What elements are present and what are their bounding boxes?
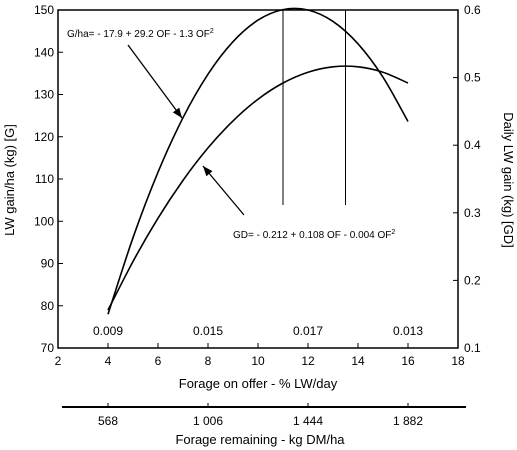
y-tick-label: 80: [41, 299, 55, 313]
x-tick-label: 18: [451, 354, 465, 368]
optimum-lines: [282, 10, 346, 205]
y2-tick-label: 0.2: [464, 273, 481, 287]
equation-arrows: [127, 44, 245, 216]
equation-g-exponent: 2: [210, 28, 214, 35]
x-tick-label: 2: [55, 354, 62, 368]
left-y-axis-title: LW gain/ha (kg) [G]: [2, 124, 17, 236]
secondary-x-axis-title: Forage remaining - kg DM/ha: [175, 432, 345, 447]
y-tick-label: 70: [41, 341, 55, 355]
secondary-tick-label: 1 444: [293, 414, 323, 428]
series-gd-line: [107, 65, 409, 311]
x-tick-label: 8: [205, 354, 212, 368]
y-tick-label: 110: [35, 172, 54, 186]
equation-g-main: G/ha= - 17.9 + 29.2 OF - 1.3 OF: [67, 29, 210, 40]
equation-gd: GD= - 0.212 + 0.108 OF - 0.004 OF2: [233, 229, 395, 241]
equation-gd-arrow: [202, 165, 245, 216]
plot-area-border: [57, 9, 459, 349]
series-g-line: [107, 7, 409, 315]
x-axis-ticks: 2 4 6 8 10 12 14 16 18: [55, 343, 465, 368]
x-tick-label: 14: [351, 354, 365, 368]
efficiency-annotation: 0.015: [193, 324, 223, 338]
left-y-axis-ticks: 70 80 90 100 110 120 130 140 150: [34, 3, 63, 355]
x-axis-title: Forage on offer - % LW/day: [179, 376, 338, 391]
y-tick-label: 120: [34, 130, 54, 144]
efficiency-annotation: 0.009: [93, 324, 123, 338]
secondary-tick-label: 1 882: [393, 414, 423, 428]
bottom-annotations: 0.009 0.015 0.017 0.013: [93, 324, 423, 338]
equation-gd-arrow-head: [203, 166, 213, 177]
efficiency-annotation: 0.017: [293, 324, 323, 338]
equation-gd-main: GD= - 0.212 + 0.108 OF - 0.004 OF: [233, 230, 391, 241]
y-tick-label: 90: [41, 257, 55, 271]
plot-frame: [57, 9, 459, 349]
x-tick-label: 6: [155, 354, 162, 368]
y-tick-label: 150: [34, 3, 54, 17]
efficiency-annotation: 0.013: [393, 324, 423, 338]
equation-g: G/ha= - 17.9 + 29.2 OF - 1.3 OF2: [67, 28, 214, 40]
y2-tick-label: 0.5: [464, 71, 481, 85]
x-tick-label: 4: [105, 354, 112, 368]
x-tick-label: 12: [301, 354, 315, 368]
equation-g-arrow: [127, 44, 183, 119]
x-tick-label: 10: [251, 354, 265, 368]
equation-g-arrow-head: [172, 107, 182, 118]
y-tick-label: 100: [34, 214, 54, 228]
y2-tick-label: 0.4: [464, 138, 481, 152]
right-y-axis-ticks: 0.1 0.2 0.3 0.4 0.5 0.6: [453, 3, 481, 355]
y2-tick-label: 0.3: [464, 206, 481, 220]
y2-tick-label: 0.1: [464, 341, 481, 355]
equation-gd-exponent: 2: [391, 229, 395, 236]
right-y-axis-title: Daily LW gain (kg) [GD]: [501, 112, 516, 248]
y-tick-label: 130: [34, 88, 54, 102]
y2-tick-label: 0.6: [464, 3, 481, 17]
y-tick-label: 140: [34, 45, 54, 59]
x-tick-label: 16: [401, 354, 415, 368]
secondary-tick-label: 568: [98, 414, 118, 428]
series-layer: [107, 7, 409, 315]
secondary-x-axis: 568 1 006 1 444 1 882: [62, 403, 466, 428]
secondary-tick-label: 1 006: [193, 414, 223, 428]
